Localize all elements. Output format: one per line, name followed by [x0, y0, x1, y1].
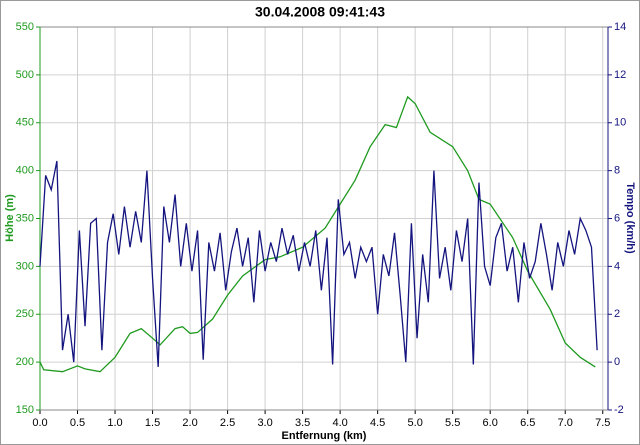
- y2-tick-label: 10: [614, 117, 626, 129]
- y-axis-title: Höhe (m): [4, 194, 16, 242]
- x-tick-label: 7.0: [558, 417, 573, 429]
- y-tick-label: 500: [16, 69, 34, 81]
- chart-title: 30.04.2008 09:41:43: [255, 4, 385, 20]
- x-tick-label: 7.5: [595, 417, 610, 429]
- data-line: [39, 95, 596, 373]
- y-tick-label: 250: [16, 308, 34, 320]
- data-line: [39, 160, 598, 367]
- x-tick-label: 4.0: [332, 417, 347, 429]
- y-tick-label: 450: [16, 117, 34, 129]
- x-tick-label: 2.5: [220, 417, 235, 429]
- x-tick-label: 5.0: [408, 417, 423, 429]
- x-tick-label: 1.0: [107, 417, 122, 429]
- x-tick-label: 2.0: [182, 417, 197, 429]
- y2-tick-label: 0: [614, 356, 620, 368]
- x-axis-title: Entfernung (km): [282, 430, 367, 442]
- x-tick-label: 6.5: [520, 417, 535, 429]
- y-tick-label: 200: [16, 356, 34, 368]
- y2-axis-title: Tempo (km/h): [624, 182, 636, 254]
- y-tick-label: 400: [16, 165, 34, 177]
- x-tick-label: 3.0: [257, 417, 272, 429]
- y2-tick-label: 4: [614, 260, 620, 272]
- x-tick-label: 3.5: [295, 417, 310, 429]
- x-tick-label: 6.0: [483, 417, 498, 429]
- y-tick-label: 150: [16, 404, 34, 416]
- y-tick-label: 300: [16, 260, 34, 272]
- y2-tick-label: 8: [614, 165, 620, 177]
- y2-tick-label: 12: [614, 69, 626, 81]
- y-tick-label: 350: [16, 212, 34, 224]
- y2-tick-label: 6: [614, 212, 620, 224]
- x-tick-label: 0.0: [32, 417, 47, 429]
- y2-tick-label: 2: [614, 308, 620, 320]
- y2-tick-label: 14: [614, 21, 626, 33]
- y2-tick-label: -2: [614, 404, 624, 416]
- x-tick-label: 5.5: [445, 417, 460, 429]
- y-tick-label: 550: [16, 21, 34, 33]
- x-tick-label: 1.5: [145, 417, 160, 429]
- x-tick-label: 0.5: [70, 417, 85, 429]
- x-tick-label: 4.5: [370, 417, 385, 429]
